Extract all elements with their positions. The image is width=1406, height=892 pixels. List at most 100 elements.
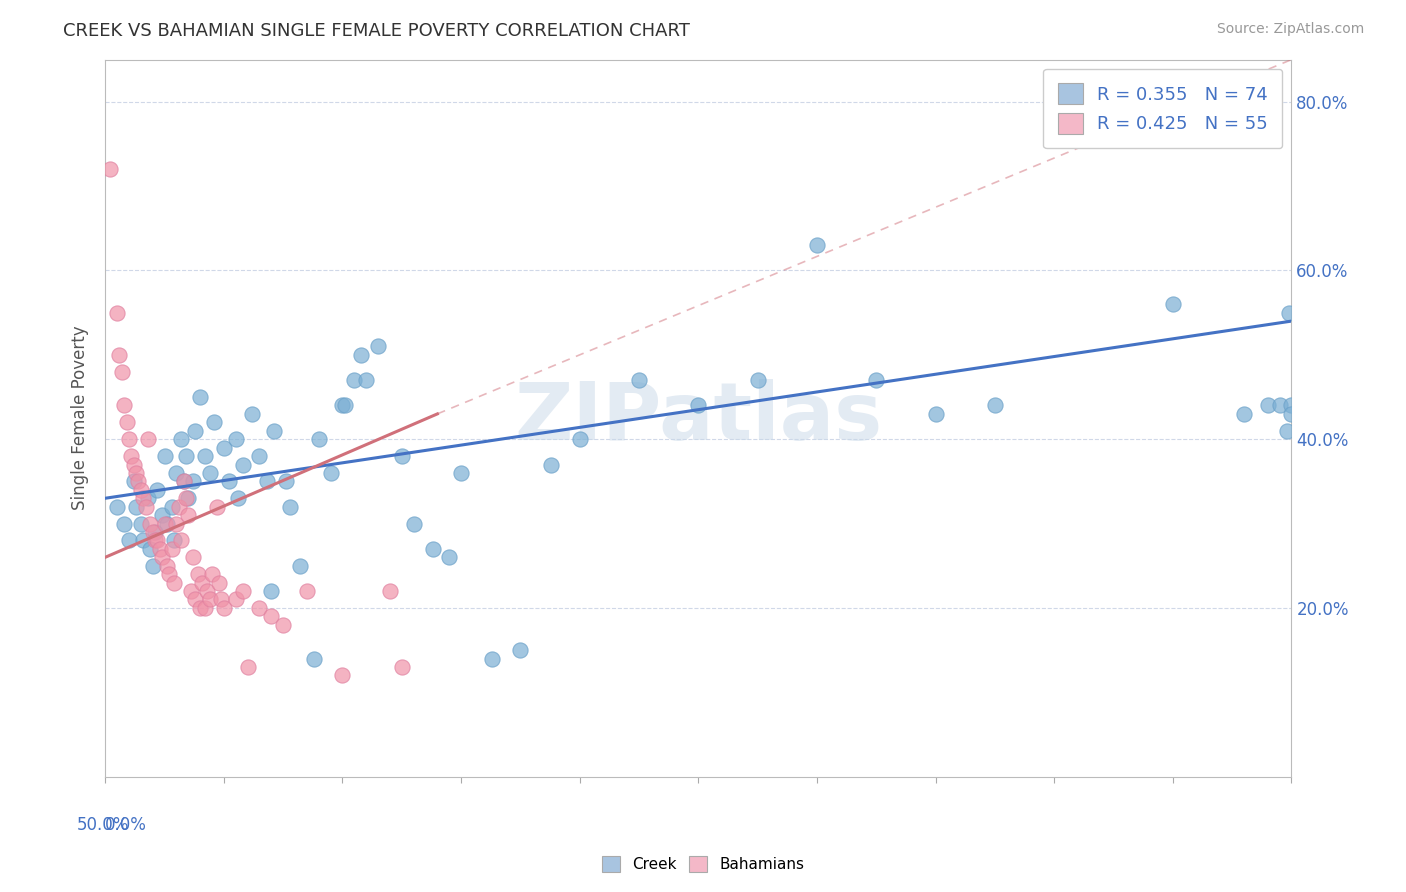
Point [540,458,562,472]
Text: Source: ZipAtlas.com: Source: ZipAtlas.com [1216,22,1364,37]
Point [136,491,159,506]
Point [202,415,225,429]
Point [181,475,204,489]
Point [142,524,165,539]
Point [308,432,330,446]
Point [333,399,356,413]
Point [135,500,157,514]
Point [163,575,186,590]
Point [218,475,240,489]
Legend: Creek, Bahamians: Creek, Bahamians [593,848,813,880]
Point [1278,306,1301,320]
Point [187,567,209,582]
Point [509,643,531,657]
Point [167,500,190,514]
Point [146,483,169,497]
Point [115,415,138,429]
Point [367,339,389,353]
Point [153,449,176,463]
Point [212,441,235,455]
Point [108,348,131,362]
Point [156,516,179,531]
Point [180,584,202,599]
Point [125,500,148,514]
Point [208,575,231,590]
Point [127,475,149,489]
Y-axis label: Single Female Poverty: Single Female Poverty [72,326,89,510]
Point [302,651,325,665]
Point [226,491,249,506]
Point [160,541,183,556]
Point [132,491,155,506]
Point [143,524,166,539]
Point [177,491,200,506]
Point [260,584,283,599]
Point [105,500,128,514]
Point [160,500,183,514]
Point [278,500,301,514]
Point [125,466,148,480]
Point [136,432,159,446]
Point [195,584,218,599]
Point [157,567,180,582]
Point [688,399,710,413]
Point [422,541,444,556]
Point [271,617,294,632]
Point [1257,399,1279,413]
Point [1161,297,1184,311]
Point [184,592,207,607]
Point [98,162,121,177]
Point [181,550,204,565]
Point [112,516,135,531]
Point [122,458,145,472]
Point [332,399,354,413]
Point [332,668,354,682]
Point [350,348,373,362]
Point [205,500,228,514]
Point [177,508,200,522]
Point [212,601,235,615]
Point [439,550,461,565]
Point [378,584,401,599]
Point [118,432,141,446]
Point [225,432,247,446]
Point [170,432,193,446]
Point [1268,399,1291,413]
Point [1281,407,1303,421]
Point [173,475,195,489]
Point [256,475,278,489]
Point [343,373,366,387]
Point [188,390,211,404]
Point [249,449,271,463]
Point [1281,399,1303,413]
Point [194,601,217,615]
Point [263,424,285,438]
Point [402,516,425,531]
Point [627,373,650,387]
Point [274,475,297,489]
Text: 0.0%: 0.0% [105,816,148,834]
Point [105,306,128,320]
Point [806,238,828,252]
Point [150,508,173,522]
Point [391,449,413,463]
Point [198,592,221,607]
Point [391,660,413,674]
Point [249,601,271,615]
Point [319,466,342,480]
Text: CREEK VS BAHAMIAN SINGLE FEMALE POVERTY CORRELATION CHART: CREEK VS BAHAMIAN SINGLE FEMALE POVERTY … [63,22,690,40]
Point [156,558,179,573]
Point [481,651,503,665]
Point [132,533,155,548]
Point [129,516,152,531]
Point [173,475,195,489]
Point [191,575,214,590]
Point [139,516,162,531]
Point [165,516,187,531]
Point [225,592,247,607]
Point [260,609,283,624]
Point [118,533,141,548]
Point [1275,424,1298,438]
Point [139,541,162,556]
Point [924,407,946,421]
